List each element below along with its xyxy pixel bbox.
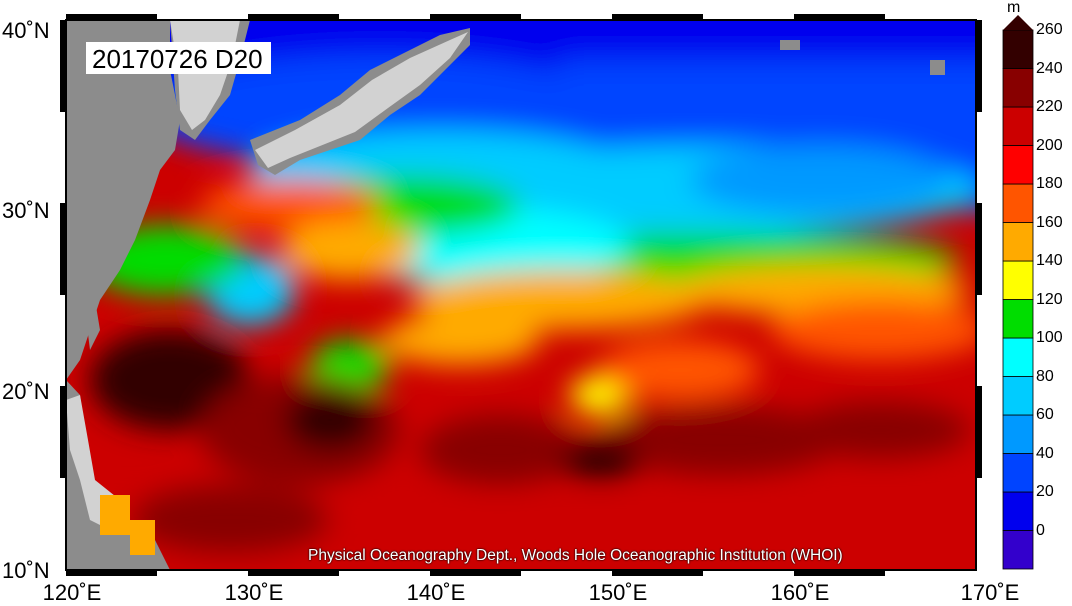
colorbar-swatch (1002, 260, 1034, 300)
credit-text: Physical Oceanography Dept., Woods Hole … (308, 547, 843, 564)
colorbar (1002, 15, 1034, 570)
colorbar-arrow (1003, 15, 1033, 30)
colorbar-swatch (1002, 183, 1034, 223)
colorbar-swatch (1002, 29, 1034, 69)
lat-label: 20˚N (2, 379, 50, 404)
colorbar-tick-label: 180 (1036, 175, 1063, 192)
colorbar-tick-label: 240 (1036, 59, 1063, 77)
lat-label: 10˚N (2, 558, 50, 583)
map-frame (60, 14, 982, 576)
colorbar-swatch (1002, 376, 1034, 416)
lon-label: 170˚E (960, 580, 1020, 605)
lon-label: 140˚E (406, 580, 466, 605)
colorbar-tick-label: 260 (1036, 21, 1063, 38)
colorbar-swatch (1002, 414, 1034, 454)
colorbar-tick-label: 120 (1036, 290, 1063, 308)
colorbar-tick-label: 140 (1036, 252, 1063, 269)
d20-field (66, 20, 976, 570)
colorbar-tick-label: 80 (1036, 367, 1054, 385)
colorbar-swatch (1002, 68, 1034, 108)
lon-label: 130˚E (224, 580, 284, 605)
lat-label: 40˚N (2, 18, 50, 43)
colorbar-swatch (1002, 530, 1034, 570)
colorbar-tick-label: 200 (1036, 136, 1063, 154)
colorbar-swatch (1002, 145, 1034, 185)
colorbar-tick-label: 40 (1036, 444, 1054, 462)
colorbar-tick-label: 220 (1036, 98, 1063, 115)
colorbar-swatch (1002, 106, 1034, 146)
lon-label: 160˚E (770, 580, 830, 605)
lat-label: 30˚N (2, 198, 50, 223)
colorbar-unit: m (1007, 0, 1021, 16)
colorbar-tick-label: 60 (1036, 406, 1054, 423)
colorbar-tick-label: 160 (1036, 213, 1063, 231)
colorbar-swatch (1002, 453, 1034, 493)
colorbar-tick-label: 20 (1036, 483, 1054, 500)
map-title: 20170726 D20 (86, 42, 271, 74)
colorbar-swatch (1002, 337, 1034, 377)
colorbar-tick-label: 100 (1036, 329, 1063, 346)
lon-label: 120˚E (42, 580, 102, 605)
colorbar-swatch (1002, 491, 1034, 531)
colorbar-swatch (1002, 222, 1034, 262)
lon-label: 150˚E (588, 580, 648, 605)
colorbar-tick-label: 0 (1036, 521, 1045, 539)
colorbar-swatch (1002, 299, 1034, 339)
